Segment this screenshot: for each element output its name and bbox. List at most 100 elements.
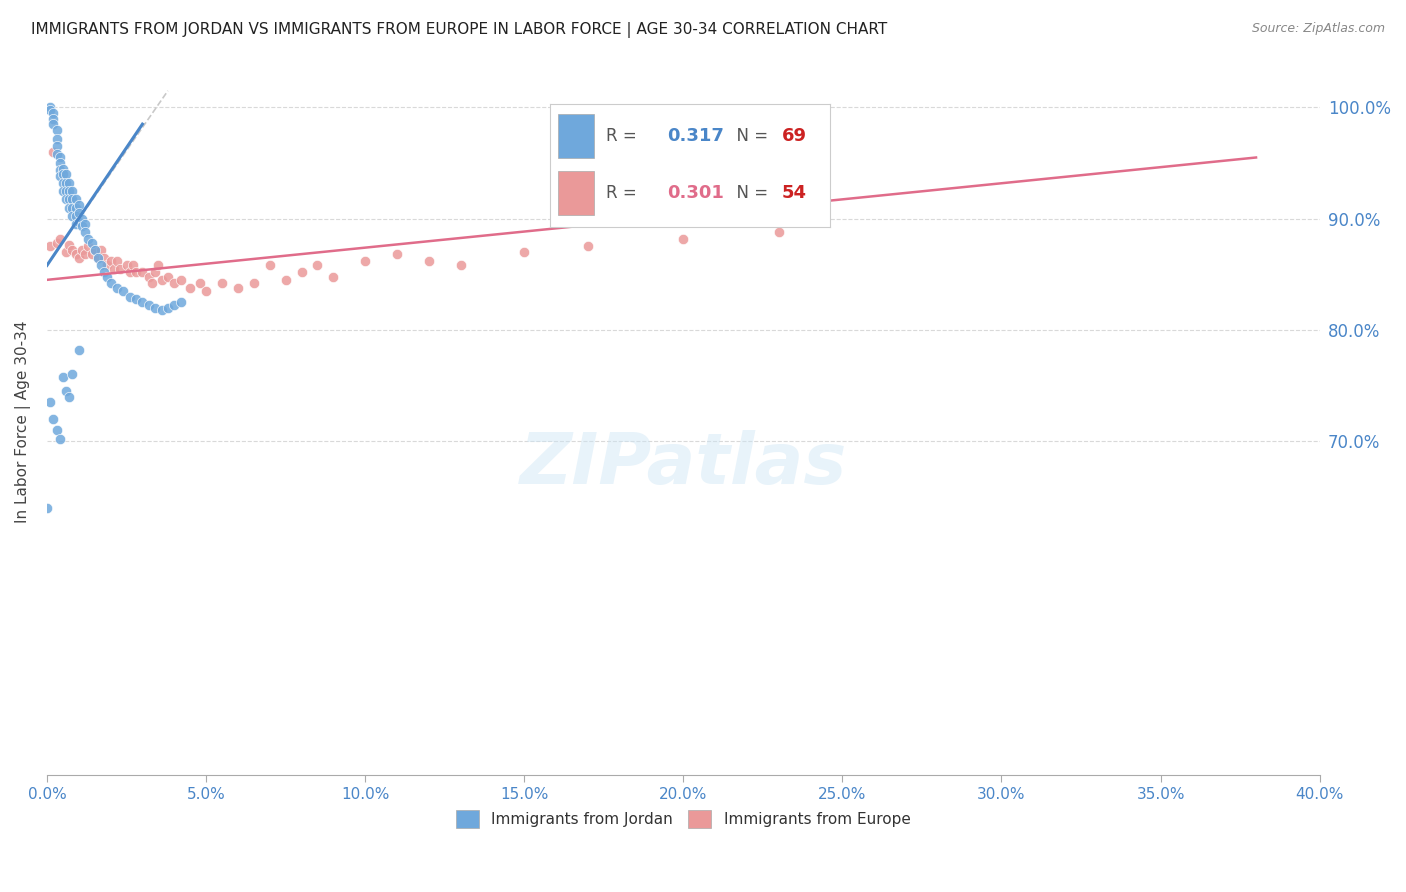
Point (163, 276, 186, 290)
Point (65, 210, 87, 224)
Point (274, 273, 297, 287)
Point (96, 259, 118, 273)
Point (125, 292, 148, 306)
Point (42, 117, 65, 131)
Point (385, 247, 408, 261)
Point (93, 251, 115, 265)
Point (112, 284, 135, 298)
Point (39, 103, 62, 117)
Point (143, 301, 166, 315)
Point (45, 131, 67, 145)
Point (39, 100, 62, 114)
Point (122, 259, 145, 273)
Point (65, 192, 87, 206)
Point (52, 161, 75, 176)
Point (131, 295, 153, 310)
Point (55, 176, 77, 190)
Point (450, 259, 472, 273)
Point (62, 192, 84, 206)
Point (103, 261, 125, 276)
Point (169, 273, 191, 287)
Point (67, 206, 90, 220)
Point (118, 265, 141, 279)
Point (93, 265, 115, 279)
Point (67, 251, 90, 265)
Point (39, 395, 62, 409)
Point (211, 276, 233, 290)
Point (226, 280, 249, 294)
Point (58, 390, 80, 404)
Point (35, 500, 58, 515)
Point (48, 156, 70, 170)
Point (48, 162, 70, 177)
Point (62, 210, 84, 224)
Point (141, 276, 163, 290)
Point (513, 245, 536, 260)
Point (67, 343, 90, 357)
Point (138, 298, 160, 312)
Point (77, 239, 100, 253)
Point (58, 201, 80, 215)
Point (179, 280, 201, 294)
Point (118, 289, 141, 303)
Point (55, 184, 77, 198)
Point (58, 192, 80, 206)
Point (195, 284, 218, 298)
Point (322, 269, 344, 284)
Point (307, 259, 329, 273)
Text: Source: ZipAtlas.com: Source: ZipAtlas.com (1251, 22, 1385, 36)
Point (65, 247, 87, 261)
Point (576, 239, 599, 253)
Point (70, 243, 93, 257)
Point (67, 198, 90, 212)
Point (125, 265, 148, 279)
Point (131, 265, 153, 279)
Point (90, 259, 112, 273)
Point (45, 147, 67, 161)
Point (290, 265, 312, 279)
Point (48, 232, 70, 246)
Point (48, 169, 70, 184)
Point (115, 259, 138, 273)
Point (672, 232, 695, 246)
Point (108, 261, 131, 276)
Point (39, 239, 62, 253)
Point (52, 176, 75, 190)
Point (83, 243, 105, 257)
Point (150, 273, 173, 287)
Point (148, 259, 170, 273)
Point (48, 432, 70, 446)
Point (65, 217, 87, 231)
Point (70, 211, 93, 226)
Point (80, 236, 103, 251)
Point (55, 384, 77, 398)
Point (70, 219, 93, 234)
Point (55, 245, 77, 260)
Point (52, 369, 75, 384)
Point (75, 217, 97, 231)
Point (100, 276, 122, 290)
Point (58, 176, 80, 190)
Point (80, 247, 103, 261)
Point (42, 106, 65, 120)
Point (55, 192, 77, 206)
Point (96, 269, 118, 284)
Point (75, 225, 97, 239)
Point (105, 280, 128, 294)
Point (58, 238, 80, 252)
Point (48, 151, 70, 165)
Point (83, 243, 105, 257)
Point (45, 139, 67, 153)
Point (100, 254, 122, 268)
Point (354, 254, 377, 268)
Point (169, 295, 191, 310)
Point (45, 236, 67, 251)
Point (138, 269, 160, 284)
Point (156, 301, 179, 315)
Point (188, 276, 211, 290)
Point (62, 184, 84, 198)
Legend: Immigrants from Jordan, Immigrants from Europe: Immigrants from Jordan, Immigrants from … (450, 805, 917, 834)
Point (42, 145, 65, 159)
Point (87, 251, 110, 265)
Point (143, 265, 166, 279)
